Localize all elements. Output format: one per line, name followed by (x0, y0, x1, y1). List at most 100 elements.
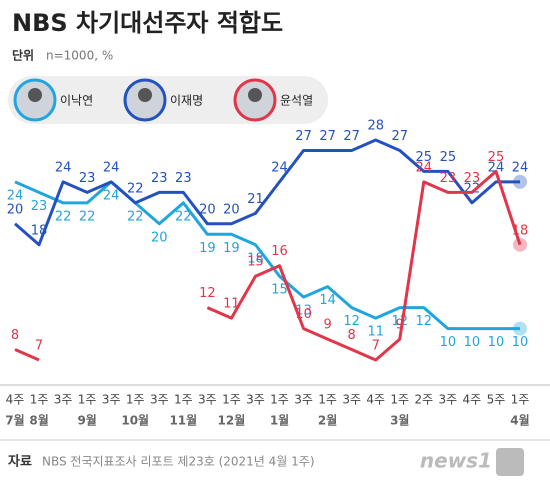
value-label: 10 (295, 307, 312, 322)
x-tick-label: 4주 (463, 393, 482, 407)
source-label: 자료 (8, 455, 32, 470)
value-label: 27 (391, 129, 408, 144)
value-label: 20 (7, 202, 24, 217)
value-label: 28 (367, 118, 384, 133)
end-marker (513, 237, 527, 252)
logo: news1 (420, 449, 492, 473)
value-label: 12 (199, 286, 216, 301)
x-tick-label: 4주 (366, 393, 385, 407)
value-label: 12 (343, 314, 360, 329)
legend-photo-head (138, 88, 152, 102)
x-tick-label: 2주 (414, 393, 433, 407)
chart-title: NBS 차기대선주자 적합도 (12, 9, 283, 37)
value-label: 27 (319, 129, 336, 144)
value-label: 23 (31, 199, 48, 214)
value-label: 27 (295, 129, 312, 144)
value-label: 23 (151, 171, 168, 186)
x-tick-label: 3주 (102, 393, 121, 407)
value-label: 24 (512, 160, 529, 175)
value-label: 10 (464, 335, 481, 350)
value-label: 24 (271, 160, 288, 175)
unit-label: 단위 (12, 48, 34, 63)
logo-mark (496, 448, 524, 476)
x-tick-label: 1주 (390, 393, 409, 407)
x-tick-label: 1주 (222, 393, 241, 407)
legend-photo-head (248, 88, 262, 102)
value-label: 7 (35, 339, 43, 354)
value-label: 22 (127, 209, 144, 224)
value-label: 25 (488, 150, 505, 165)
x-tick-label: 4주 (6, 393, 25, 407)
x-tick-label: 1주 (126, 393, 145, 407)
end-marker (513, 174, 527, 189)
x-tick-label: 1주 (30, 393, 49, 407)
value-label: 25 (416, 150, 433, 165)
end-marker (513, 321, 527, 336)
value-label: 22 (175, 209, 192, 224)
value-label: 12 (416, 314, 433, 329)
value-label: 18 (512, 223, 529, 238)
month-label: 2월 (318, 413, 337, 428)
x-tick-label: 1주 (270, 393, 289, 407)
value-label: 24 (7, 188, 24, 203)
legend-label: 이재명 (170, 94, 203, 108)
x-tick-label: 1주 (174, 393, 193, 407)
x-tick-label: 3주 (294, 393, 313, 407)
value-label: 11 (367, 325, 384, 340)
month-label: 12월 (218, 413, 246, 428)
value-label: 11 (223, 297, 240, 312)
series-line (14, 138, 520, 247)
month-label: 4월 (510, 413, 529, 428)
value-label: 20 (151, 230, 168, 245)
x-tick-label: 3주 (246, 393, 265, 407)
x-tick-label: 5주 (487, 393, 506, 407)
legend-label: 이낙연 (60, 94, 93, 108)
value-label: 8 (348, 328, 356, 343)
value-label: 23 (464, 171, 481, 186)
x-tick-label: 1주 (318, 393, 337, 407)
x-tick-label: 3주 (439, 393, 458, 407)
value-label: 19 (199, 241, 216, 256)
x-tick-label: 3주 (54, 393, 73, 407)
value-label: 25 (440, 150, 457, 165)
value-label: 10 (440, 335, 457, 350)
value-label: 20 (199, 202, 216, 217)
series-line (14, 180, 520, 331)
value-label: 10 (488, 335, 505, 350)
legend-photo-head (28, 88, 42, 102)
x-tick-label: 1주 (511, 393, 530, 407)
unit: n=1000, % (46, 49, 113, 63)
value-label: 16 (271, 244, 288, 259)
value-label: 19 (223, 241, 240, 256)
value-label: 24 (488, 160, 505, 175)
value-label: 24 (55, 160, 72, 175)
value-label: 23 (79, 171, 96, 186)
value-label: 24 (416, 160, 433, 175)
value-label: 24 (103, 160, 120, 175)
value-label: 9 (396, 318, 404, 333)
value-label: 18 (247, 251, 264, 266)
value-label: 15 (271, 283, 288, 298)
value-label: 9 (323, 318, 331, 333)
x-tick-label: 1주 (78, 393, 97, 407)
month-label: 8월 (29, 413, 48, 428)
value-label: 22 (127, 181, 144, 196)
value-label: 20 (223, 202, 240, 217)
value-label: 24 (103, 188, 120, 203)
month-label: 11월 (169, 413, 197, 428)
value-label: 7 (372, 339, 380, 354)
x-tick-label: 3주 (198, 393, 217, 407)
month-label: 7월 (5, 413, 24, 428)
value-label: 18 (31, 223, 48, 238)
value-label: 21 (247, 192, 264, 207)
value-label: 10 (512, 335, 529, 350)
legend-label: 윤석열 (280, 94, 313, 108)
value-label: 22 (79, 209, 96, 224)
month-label: 10월 (121, 413, 149, 428)
x-tick-label: 3주 (150, 393, 169, 407)
value-label: 23 (440, 171, 457, 186)
series-line (14, 169, 522, 362)
month-label: 9월 (77, 413, 96, 428)
